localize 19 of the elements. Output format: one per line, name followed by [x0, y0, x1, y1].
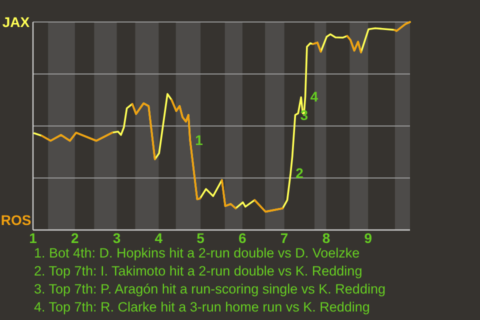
x-tick-label: 9: [364, 230, 372, 246]
text: 1. Bot 4th: D. Hopkins hit a 2-run double vs D. Voelzke: [34, 246, 360, 260]
text: ROS: [0, 212, 32, 228]
x-tick-label: 7: [280, 230, 288, 246]
x-tick-label: 4: [154, 230, 163, 246]
x-tick-label: 3: [112, 230, 121, 246]
annotation: 2: [296, 165, 304, 182]
annotation: 4: [310, 88, 318, 105]
text: 4. Top 7th: R. Clarke hit a 3-run home run vs K. Redding: [34, 300, 370, 314]
annotation: 3: [300, 106, 308, 123]
text: JAX: [2, 14, 30, 30]
x-tick-label: 1: [29, 230, 38, 246]
x-tick-label: 2: [70, 230, 79, 246]
x-tick-label: 6: [238, 230, 247, 246]
x-tick-label: 8: [322, 230, 330, 246]
text: 3. Top 7th: P. Aragón hit a run-scoring single vs K. Redding: [34, 282, 386, 296]
annotation: 1: [195, 132, 204, 148]
x-tick-label: 5: [196, 230, 205, 246]
text: 2. Top 7th: I. Takimoto hit a 2-run double vs K. Redding: [34, 264, 362, 278]
